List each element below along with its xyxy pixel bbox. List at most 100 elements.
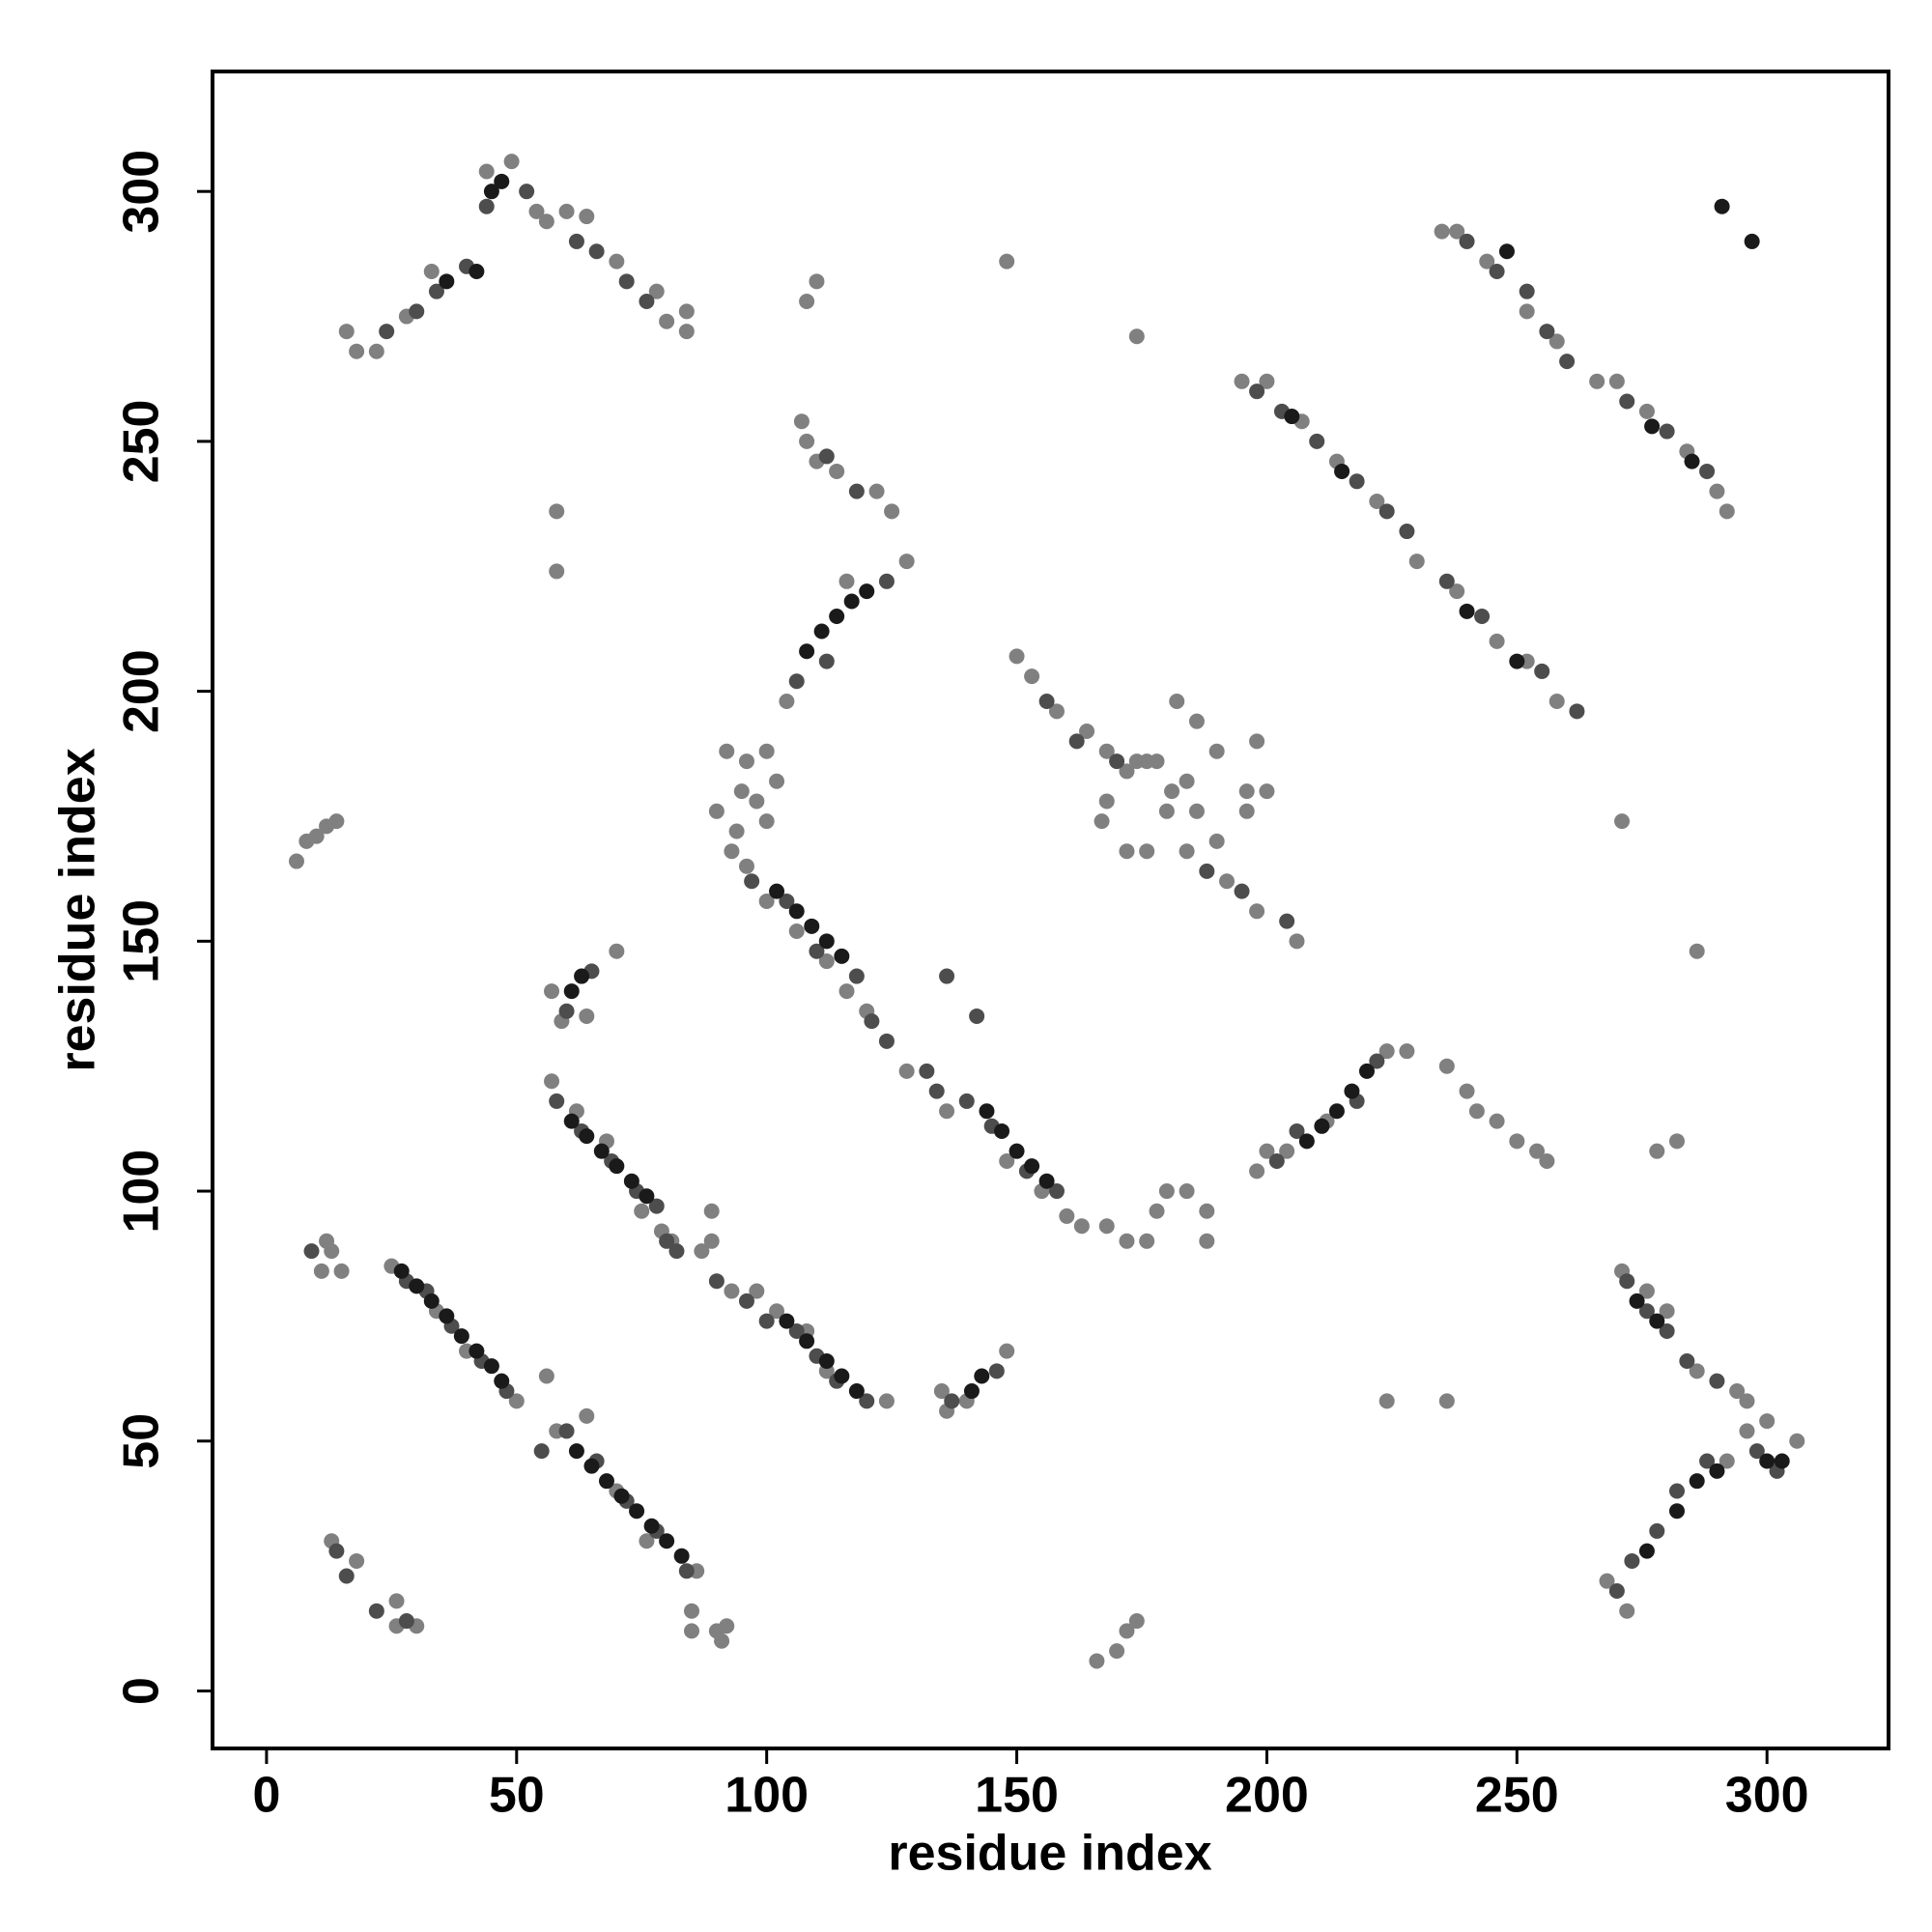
point xyxy=(1614,813,1631,830)
point xyxy=(999,1153,1015,1170)
point xyxy=(1489,1113,1505,1129)
point xyxy=(313,1263,329,1279)
point xyxy=(678,1563,695,1579)
point xyxy=(1649,1522,1665,1539)
point xyxy=(1438,1058,1455,1074)
point xyxy=(1048,1183,1065,1200)
x-tick-label: 100 xyxy=(724,1768,809,1824)
point xyxy=(999,1343,1015,1359)
point xyxy=(1659,423,1675,440)
point xyxy=(979,1103,995,1120)
point xyxy=(423,1293,440,1309)
x-tick-label: 0 xyxy=(252,1768,280,1824)
point xyxy=(1079,724,1095,740)
point xyxy=(1719,1453,1735,1469)
y-tick-label: 50 xyxy=(114,1413,170,1469)
point xyxy=(919,1063,935,1079)
point xyxy=(708,1273,724,1290)
point xyxy=(1399,524,1415,540)
point xyxy=(1489,263,1505,279)
point xyxy=(1739,1393,1755,1409)
point xyxy=(648,283,665,299)
point xyxy=(1289,933,1305,950)
point xyxy=(769,773,785,789)
point xyxy=(848,1383,865,1400)
point xyxy=(558,1003,575,1019)
point xyxy=(1438,1393,1455,1409)
point xyxy=(1024,1158,1040,1175)
point xyxy=(1659,1322,1675,1339)
point xyxy=(1608,1583,1625,1600)
point xyxy=(609,253,625,270)
y-tick-label: 250 xyxy=(114,400,170,484)
point xyxy=(939,968,955,984)
point xyxy=(724,843,740,860)
point xyxy=(338,324,355,340)
y-tick-label: 150 xyxy=(114,899,170,983)
point xyxy=(503,154,520,170)
point xyxy=(1548,693,1565,709)
point xyxy=(779,893,795,909)
point xyxy=(583,1458,600,1474)
point xyxy=(799,433,815,449)
point xyxy=(648,1198,665,1214)
point xyxy=(1073,1218,1090,1235)
point xyxy=(848,968,865,984)
point xyxy=(1188,803,1205,819)
point xyxy=(609,943,625,959)
point xyxy=(1559,354,1576,370)
point xyxy=(574,968,590,984)
point xyxy=(1188,713,1205,729)
point xyxy=(733,783,750,800)
point xyxy=(533,1443,550,1460)
point xyxy=(818,448,835,465)
point xyxy=(1534,663,1550,679)
point xyxy=(1519,283,1535,299)
point xyxy=(508,1393,525,1409)
point xyxy=(859,1393,875,1409)
point xyxy=(1624,1552,1640,1569)
point xyxy=(799,643,815,660)
point xyxy=(639,1188,655,1205)
point xyxy=(1344,1083,1360,1099)
point xyxy=(988,1363,1005,1379)
point xyxy=(1038,693,1055,709)
point xyxy=(1759,1453,1776,1469)
point xyxy=(829,609,845,625)
point xyxy=(1759,1413,1776,1430)
point xyxy=(1009,648,1025,665)
point xyxy=(963,1383,980,1400)
point xyxy=(769,1303,785,1320)
point xyxy=(703,1203,720,1219)
point xyxy=(618,273,635,290)
point xyxy=(1199,1233,1215,1249)
point xyxy=(738,1293,754,1309)
point xyxy=(813,623,830,639)
point xyxy=(788,903,805,920)
point xyxy=(1119,1233,1135,1249)
x-tick-label: 300 xyxy=(1725,1768,1809,1824)
point xyxy=(1729,1383,1746,1400)
point xyxy=(878,1393,895,1409)
point xyxy=(769,883,785,899)
point xyxy=(549,503,565,520)
point xyxy=(1328,1103,1345,1120)
point xyxy=(1689,943,1705,959)
point xyxy=(1259,373,1275,389)
point xyxy=(1139,1233,1155,1249)
point xyxy=(544,1073,560,1090)
point xyxy=(423,263,440,279)
point xyxy=(694,1243,710,1260)
point xyxy=(1284,409,1300,425)
point xyxy=(1109,1643,1125,1660)
point xyxy=(1434,223,1450,240)
point xyxy=(1719,503,1735,520)
y-tick-label: 100 xyxy=(114,1150,170,1234)
point xyxy=(1158,1183,1175,1200)
point xyxy=(799,1333,815,1350)
point xyxy=(1509,653,1525,669)
point xyxy=(1589,373,1605,389)
point xyxy=(453,1328,469,1345)
point xyxy=(1644,418,1661,435)
